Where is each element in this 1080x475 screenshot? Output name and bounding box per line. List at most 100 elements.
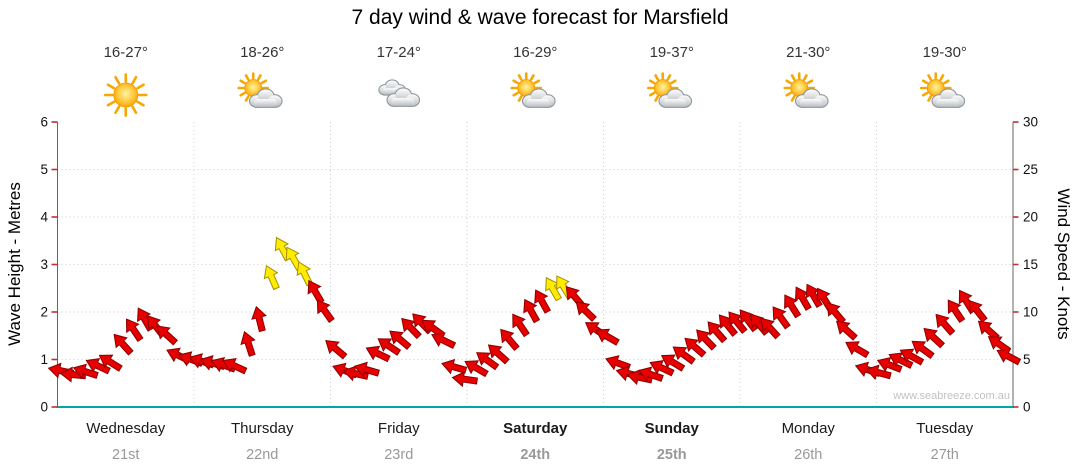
wind-arrow (222, 358, 248, 375)
wind-arrow (575, 301, 597, 322)
axes-ticks-labels: 0 1 2 3 4 5 6 0 5 10 15 20 25 30 (40, 115, 1038, 415)
day-date-label: 25th (657, 447, 687, 463)
wind-arrow (113, 333, 134, 356)
wind-arrow (451, 371, 478, 388)
day-temp-label: 16-27° (104, 44, 148, 61)
wind-arrow (923, 327, 945, 349)
weather-partly-cloudy-icon (783, 72, 829, 108)
wind-arrow (441, 358, 468, 375)
wind-arrow (649, 360, 675, 377)
day-axis-labels: Wednesday 21st Thursday 22nd Friday 23rd Satur… (86, 420, 973, 463)
day-temp-label: 16-29° (513, 44, 557, 61)
y-right-tick-label: 15 (1023, 257, 1038, 272)
day-name-label: Thursday (231, 420, 294, 437)
day-name-label: Sunday (645, 420, 700, 437)
wind-arrow (672, 346, 696, 365)
wind-arrow (487, 344, 510, 365)
day-name-label: Wednesday (86, 420, 165, 437)
wind-arrow (876, 357, 903, 373)
wind-arrow (760, 317, 781, 340)
day-name-label: Saturday (503, 420, 568, 437)
wind-arrow (660, 354, 686, 372)
y-right-tick-label: 0 (1023, 400, 1031, 415)
wind-arrow (296, 261, 314, 287)
wind-arrow (476, 352, 500, 371)
wind-arrow (85, 358, 111, 375)
wind-arrow (696, 329, 717, 351)
watermark: www.seabreeze.com.au (893, 390, 1010, 402)
wind-arrow (772, 306, 791, 330)
y-right-tick-label: 25 (1023, 162, 1038, 177)
wind-arrow (977, 320, 1000, 341)
day-date-label: 24th (520, 447, 550, 463)
wind-arrow (316, 299, 335, 323)
day-temp-label: 17-24° (377, 44, 421, 61)
y-left-tick-label: 6 (40, 115, 48, 130)
y-right-tick-label: 20 (1023, 210, 1038, 225)
wind-arrow (98, 354, 123, 372)
wind-arrow (377, 338, 402, 356)
day-name-label: Tuesday (916, 420, 973, 437)
wind-arrow (605, 355, 631, 371)
wind-arrow (595, 328, 620, 346)
wind-arrow (431, 332, 457, 349)
wind-arrow (512, 313, 530, 338)
wind-speed-axis-title: Wind Speed - Knots (1054, 188, 1073, 340)
y-left-tick-label: 5 (40, 162, 48, 177)
y-left-tick-label: 0 (40, 400, 48, 415)
wind-arrow-series (47, 236, 1022, 388)
y-left-tick-label: 2 (40, 305, 48, 320)
wind-arrow (251, 305, 267, 333)
wind-arrow (125, 318, 144, 343)
wind-arrow (835, 320, 858, 341)
wind-arrow (72, 363, 99, 380)
wind-arrow (947, 299, 966, 324)
day-name-label: Friday (378, 420, 420, 437)
weather-cloudy-icon (378, 79, 421, 107)
wind-arrow (464, 360, 489, 378)
y-left-tick-label: 3 (40, 257, 48, 272)
page-title: 7 day wind & wave forecast for Marsfield (351, 6, 729, 29)
day-date-label: 21st (112, 447, 139, 463)
wind-arrow (421, 319, 445, 339)
day-headers: 16-27° 18-26° 17-24° 16-29° 19-37° 21-30° 19-3… (103, 44, 967, 117)
wind-arrow (899, 348, 925, 366)
wind-arrow (707, 321, 728, 344)
weather-partly-cloudy-icon (237, 72, 283, 108)
wind-arrow (401, 317, 422, 340)
day-temp-label: 19-30° (923, 44, 967, 61)
day-date-label: 23rd (384, 447, 413, 463)
wind-arrow (389, 330, 412, 351)
weather-sunny-icon (103, 73, 148, 117)
day-temp-label: 18-26° (240, 44, 284, 61)
weather-partly-cloudy-icon (919, 72, 966, 108)
y-right-tick-label: 5 (1023, 352, 1031, 367)
weather-partly-cloudy-icon (646, 72, 693, 108)
wind-arrow (888, 352, 914, 369)
wind-arrow (968, 299, 988, 323)
day-date-label: 27th (931, 447, 959, 463)
wind-arrow (500, 328, 520, 352)
day-temp-label: 19-37° (650, 44, 694, 61)
wave-height-axis-title: Wave Height - Metres (5, 182, 24, 346)
wind-arrow (523, 298, 541, 324)
wind-arrow (845, 341, 870, 359)
wind-arrow (826, 302, 847, 325)
y-right-tick-label: 10 (1023, 305, 1038, 320)
wind-arrow (156, 325, 178, 346)
day-temp-label: 21-30° (786, 44, 830, 61)
y-right-tick-label: 30 (1023, 115, 1038, 130)
wind-arrow (365, 345, 391, 363)
wind-arrow (325, 339, 348, 360)
day-date-label: 22nd (246, 447, 278, 463)
wind-arrow (728, 311, 748, 334)
wind-arrow (263, 264, 280, 291)
wind-arrow (534, 289, 551, 314)
wind-arrow (935, 313, 956, 336)
y-left-tick-label: 1 (40, 352, 48, 367)
wind-arrow (996, 348, 1022, 366)
wind-arrow (353, 361, 380, 378)
wind-arrow (240, 330, 256, 357)
